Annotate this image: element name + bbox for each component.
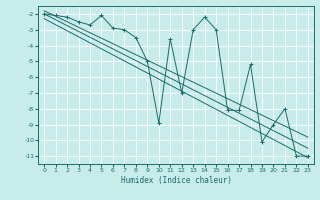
X-axis label: Humidex (Indice chaleur): Humidex (Indice chaleur) — [121, 176, 231, 185]
